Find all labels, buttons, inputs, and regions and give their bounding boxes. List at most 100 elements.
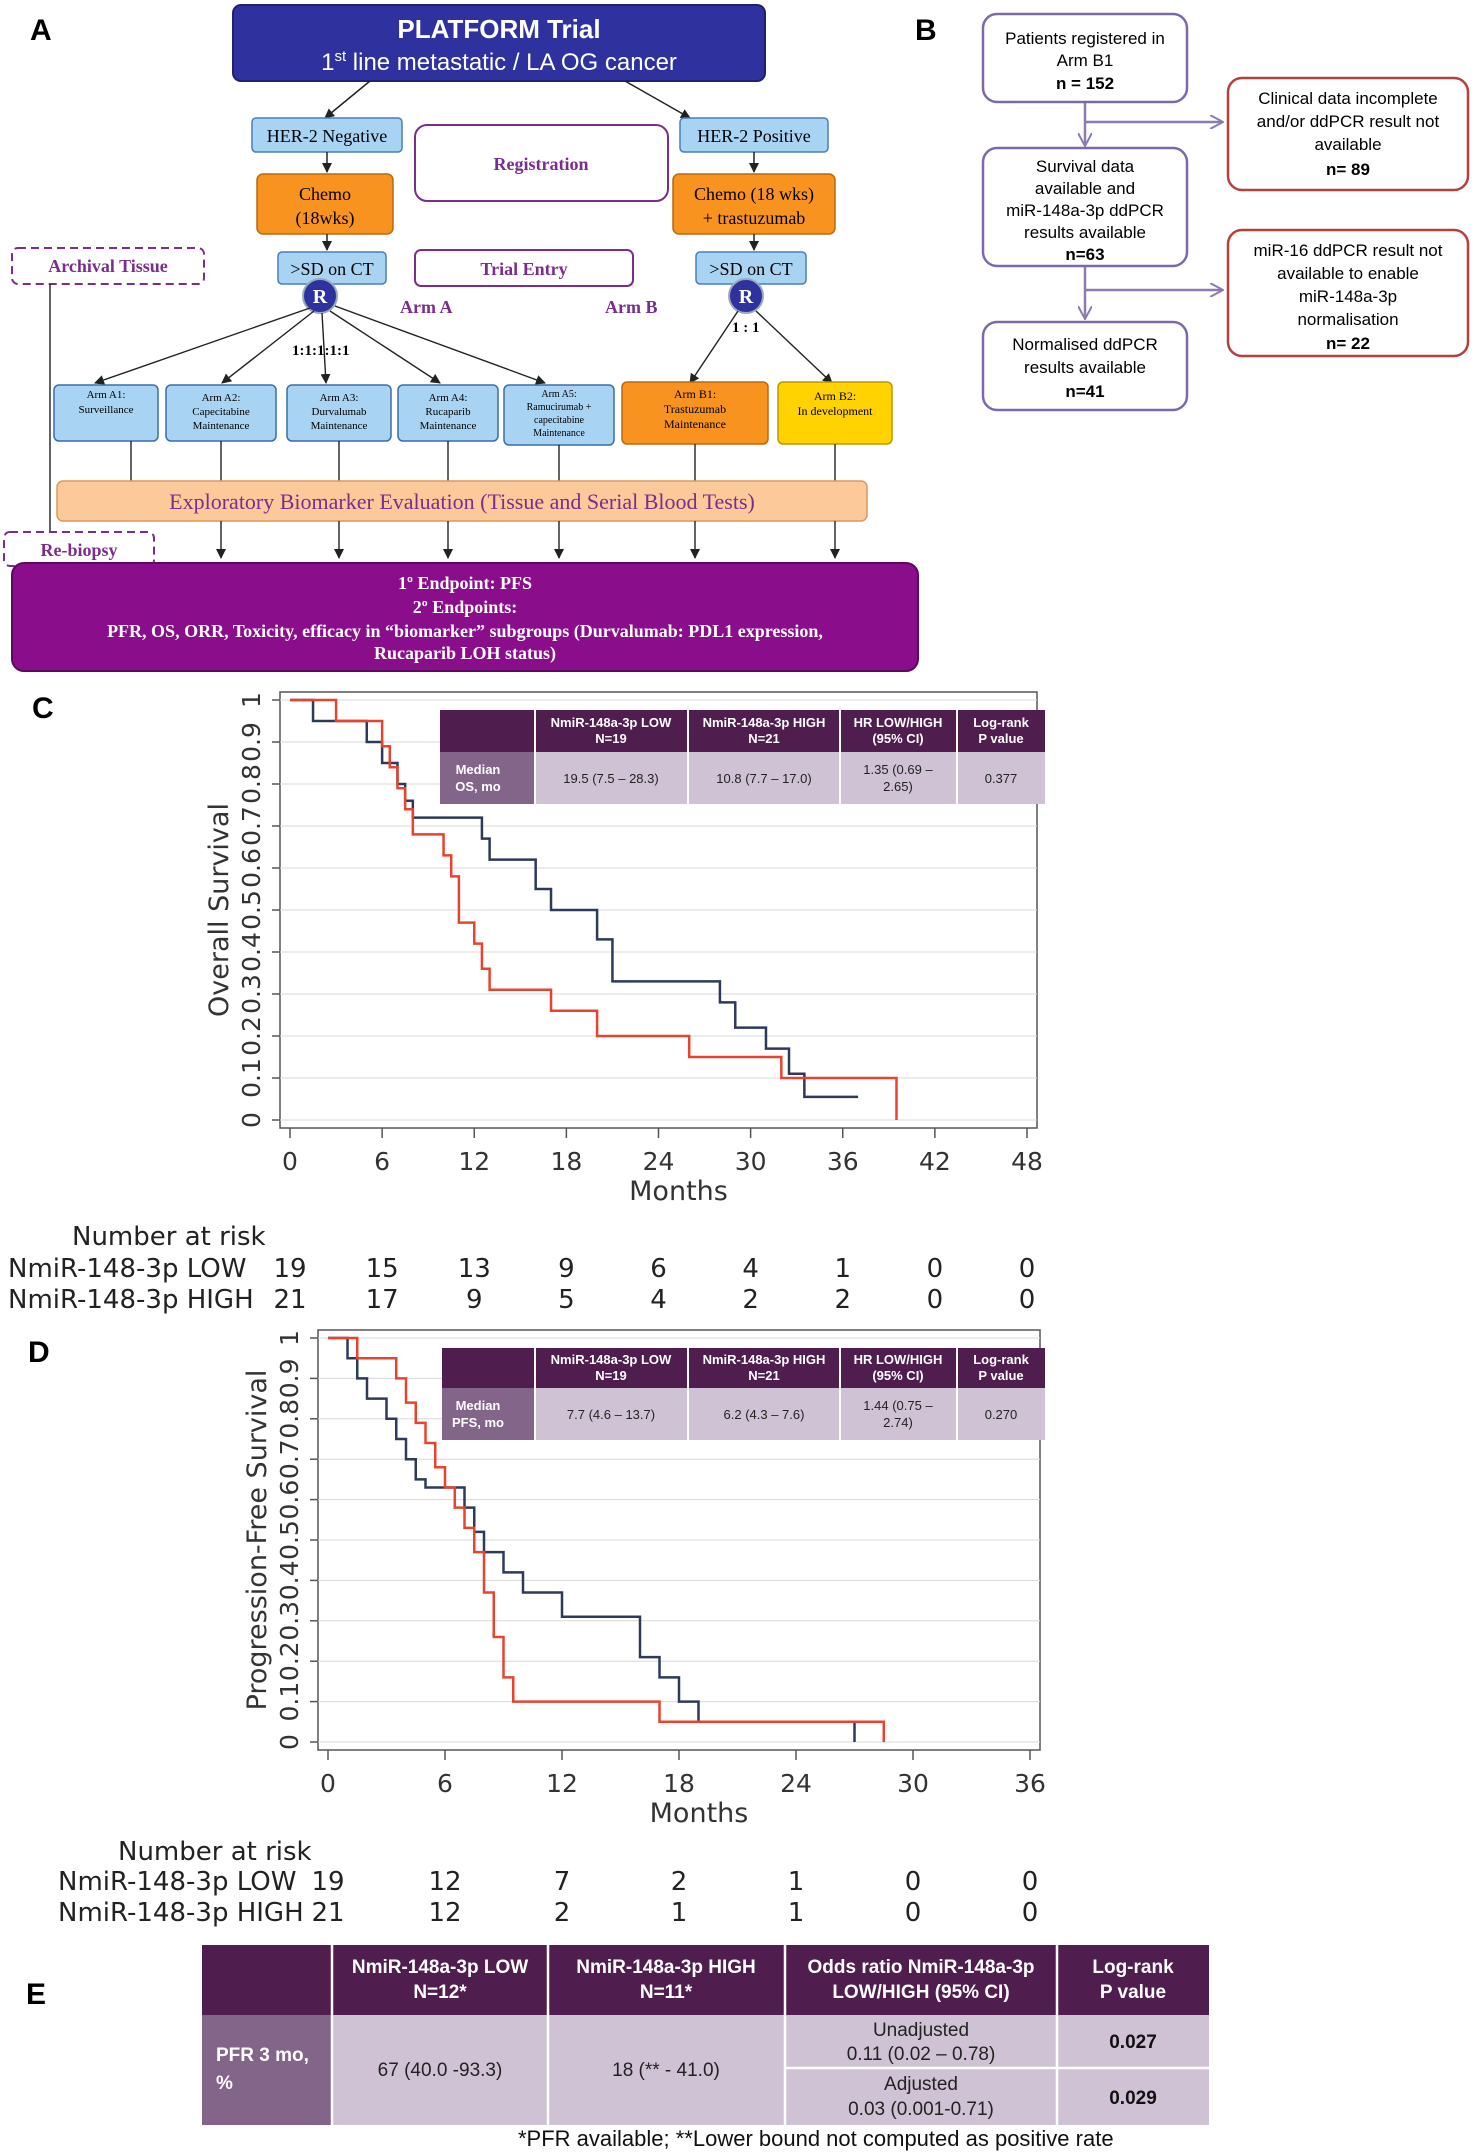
- flow-survival-l1: Survival data: [1036, 157, 1135, 176]
- os-xtick-label: 6: [374, 1147, 390, 1176]
- flow-normalised-box: [981, 320, 1189, 412]
- pfs-risk-low-value: 7: [554, 1867, 571, 1897]
- flow-survival-n: n=63: [1065, 245, 1104, 264]
- panel-label-e: E: [26, 1978, 46, 2011]
- arm-a-label: Arm A: [400, 297, 453, 317]
- randomisation-a-label: R: [313, 286, 328, 308]
- os-ytick-label: 0.9: [237, 722, 266, 762]
- pfs-ytick-label: 0.9: [275, 1359, 304, 1399]
- os-h3a: HR LOW/HIGH: [854, 715, 943, 730]
- pfs-risk-high-value: 0: [905, 1898, 922, 1928]
- pfr-h3b: LOW/HIGH (95% CI): [832, 1982, 1009, 2003]
- pfs-r1b: PFS, mo: [452, 1415, 504, 1430]
- os-h4b: P value: [978, 731, 1023, 746]
- endpoint-primary: 1º Endpoint: PFS: [398, 573, 532, 593]
- pfs-risk-low-value: 2: [671, 1867, 688, 1897]
- pfs-ytick-label: 0.6: [275, 1480, 304, 1520]
- pfs-risk-low-value: 1: [788, 1867, 805, 1897]
- flow-registered-n: n = 152: [1056, 74, 1114, 93]
- os-h4a: Log-rank: [973, 715, 1029, 730]
- pfs-table-body-bg: [442, 1388, 1045, 1440]
- rebiopsy-label: Re-biopsy: [40, 540, 117, 560]
- arm-a4-l3: Maintenance: [420, 420, 477, 432]
- exploratory-biomarker-label: Exploratory Biomarker Evaluation (Tissue…: [169, 489, 755, 514]
- os-xlabel: Months: [629, 1176, 728, 1207]
- pfs-xtick-label: 0: [320, 1769, 336, 1798]
- os-v4: 0.377: [985, 771, 1018, 786]
- os-r1a: Median: [456, 762, 501, 777]
- flow-excluded-1-l3: available: [1314, 135, 1381, 154]
- flow-normalised-n: n=41: [1065, 382, 1104, 401]
- os-risk-title: Number at risk: [72, 1222, 266, 1252]
- pfr-h1b: N=12*: [413, 1982, 467, 2003]
- pfs-ytick-label: 0.2: [275, 1641, 304, 1681]
- os-h2a: NmiR-148a-3p HIGH: [703, 715, 826, 730]
- flow-survival-l3: miR-148a-3p ddPCR: [1006, 201, 1164, 220]
- pfs-r1a: Median: [456, 1398, 501, 1413]
- arm-b-label: Arm B: [605, 297, 658, 317]
- chemo-negative-l1: Chemo: [299, 184, 351, 204]
- sd-negative-label: >SD on CT: [290, 259, 373, 279]
- chemo-positive-l1: Chemo (18 wks): [694, 184, 814, 205]
- pfr-h4b: P value: [1100, 1982, 1166, 2003]
- os-xtick-label: 42: [919, 1147, 951, 1176]
- pfr-row-l1: PFR 3 mo,: [216, 2045, 309, 2066]
- randomisation-b-icon: [728, 278, 764, 314]
- os-risk-high-value: 5: [558, 1285, 575, 1315]
- pfs-risk-table: Number at risk NmiR-148-3p LOW NmiR-148-…: [58, 1837, 1038, 1928]
- os-xtick-label: 48: [1011, 1147, 1043, 1176]
- os-risk-high-value: 21: [273, 1285, 306, 1315]
- chemo-negative-box: [256, 173, 394, 235]
- os-table-header-bg: [440, 710, 1045, 752]
- pfs-v3a: 1.44 (0.75 –: [863, 1398, 933, 1413]
- pfr-table: NmiR-148a-3p LOW N=12* NmiR-148a-3p HIGH…: [202, 1945, 1209, 2125]
- pfs-summary-table: NmiR-148a-3p LOW N=19 NmiR-148a-3p HIGH …: [442, 1348, 1045, 1440]
- arm-b1-l3: Maintenance: [664, 417, 726, 431]
- pfr-h4a: Log-rank: [1092, 1957, 1174, 1978]
- pfs-risk-low-label: NmiR-148-3p LOW: [58, 1867, 296, 1897]
- endpoint-secondary-l2: Rucaparib LOH status): [374, 643, 556, 664]
- pfr-h3a: Odds ratio NmiR-148a-3p: [808, 1957, 1035, 1978]
- flow-registered-l1: Patients registered in: [1005, 29, 1165, 48]
- pfs-risk-high-label: NmiR-148-3p HIGH: [58, 1898, 304, 1928]
- exploratory-biomarker-box: [56, 480, 868, 522]
- pfs-h3b: (95% CI): [872, 1368, 923, 1383]
- pfs-h2a: NmiR-148a-3p HIGH: [703, 1352, 826, 1367]
- pfs-xtick-label: 36: [1014, 1769, 1046, 1798]
- pfs-h2b: N=21: [748, 1368, 779, 1383]
- arm-a1-l2: Surveillance: [79, 404, 134, 416]
- pfs-risk-title: Number at risk: [118, 1837, 312, 1867]
- arm-a5-l1: Arm A5:: [541, 389, 576, 400]
- flow-survival-l2: available and: [1035, 179, 1135, 198]
- os-ytick-label: 0.8: [237, 764, 266, 804]
- os-risk-high-value: 4: [650, 1285, 667, 1315]
- pfs-ytick-label: 0.7: [275, 1439, 304, 1479]
- flow-registered-l2: Arm B1: [1057, 51, 1114, 70]
- os-series-high: [290, 698, 859, 1099]
- os-risk-high-value: 17: [366, 1285, 399, 1315]
- os-ytick-label: 0: [237, 1112, 266, 1128]
- os-xtick-label: 18: [550, 1147, 582, 1176]
- os-ytick-label: 0.5: [237, 890, 266, 930]
- arm-a4-l1: Arm A4:: [429, 392, 468, 404]
- os-risk-high-value: 0: [1019, 1285, 1036, 1315]
- pfs-ytick-label: 1: [275, 1330, 304, 1346]
- pfs-risk-low-value: 0: [1022, 1867, 1039, 1897]
- flow-excluded-1-n: n= 89: [1326, 160, 1370, 179]
- os-ytick-label: 0.3: [237, 974, 266, 1014]
- pfr-footnote: *PFR available; **Lower bound not comput…: [518, 2126, 1114, 2151]
- os-h1a: NmiR-148a-3p LOW: [551, 715, 672, 730]
- arm-b1-l2: Trastuzumab: [664, 402, 726, 416]
- os-ytick-label: 0.6: [237, 848, 266, 888]
- pfs-table-header-bg: [442, 1348, 1045, 1388]
- os-h3b: (95% CI): [872, 731, 923, 746]
- pfs-risk-high-value: 1: [788, 1898, 805, 1928]
- pfs-risk-high-value: 0: [1022, 1898, 1039, 1928]
- registration-box: [414, 124, 669, 202]
- flow-registered-box: [981, 12, 1189, 104]
- os-risk-high-value: 2: [742, 1285, 759, 1315]
- os-risk-low-value: 9: [558, 1254, 575, 1284]
- arm-a2-l3: Maintenance: [193, 420, 250, 432]
- randomisation-b-label: R: [739, 286, 754, 308]
- os-risk-high-value: 9: [466, 1285, 483, 1315]
